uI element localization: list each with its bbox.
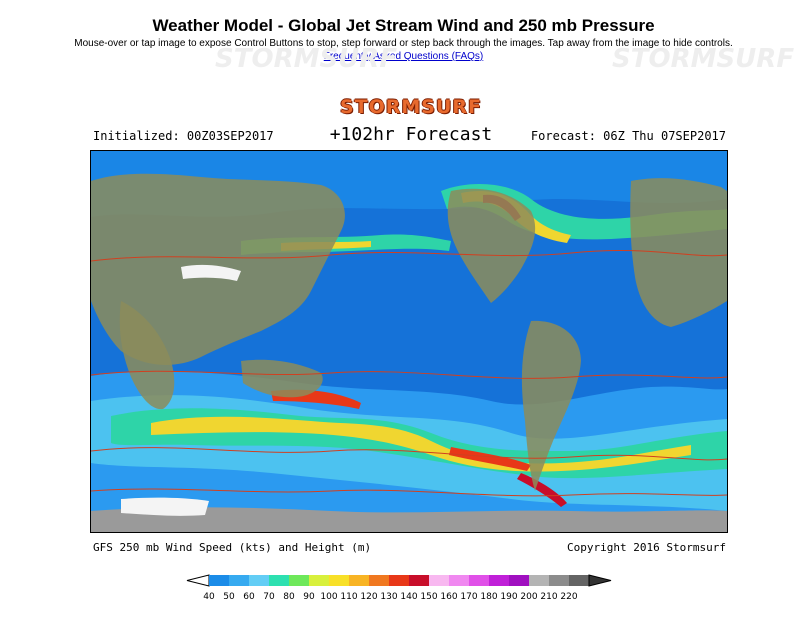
legend-label: 210 — [540, 592, 557, 602]
legend-swatch — [429, 575, 449, 586]
legend-label: 110 — [340, 592, 357, 602]
legend-label: 80 — [283, 592, 295, 602]
legend-swatch — [489, 575, 509, 586]
legend-label: 200 — [520, 592, 537, 602]
legend-arrow-high — [588, 574, 612, 587]
stormsurf-logo: STORMSURF — [339, 96, 483, 118]
legend-label: 130 — [380, 592, 397, 602]
forecast-valid-time: Forecast: 06Z Thu 07SEP2017 — [530, 129, 726, 143]
europe-africa-east-land — [630, 178, 727, 327]
legend-label: 60 — [243, 592, 255, 602]
legend-label: 100 — [320, 592, 337, 602]
legend-label: 90 — [303, 592, 315, 602]
africa-land — [119, 301, 175, 410]
sh-jet-core-3 — [517, 473, 567, 507]
legend-swatch — [529, 575, 549, 586]
legend-swatch — [389, 575, 409, 586]
antarctica-land — [91, 507, 727, 532]
legend-label: 140 — [400, 592, 417, 602]
legend-swatch — [329, 575, 349, 586]
legend-swatch — [509, 575, 529, 586]
asia-high-wind — [181, 264, 241, 281]
legend-swatch — [349, 575, 369, 586]
faq-link-container: Frequently Asked Questions (FAQs) — [0, 51, 807, 62]
legend-label: 160 — [440, 592, 457, 602]
watermark-right: STORMSURF — [612, 44, 795, 74]
copyright-text: Copyright 2016 Stormsurf — [567, 541, 726, 554]
antarctic-high-wind — [121, 497, 209, 516]
legend-swatch — [449, 575, 469, 586]
legend-swatch — [249, 575, 269, 586]
legend-swatch — [269, 575, 289, 586]
height-contour-4 — [91, 488, 727, 497]
legend-label: 120 — [360, 592, 377, 602]
sh-jet-core-2 — [449, 447, 531, 471]
legend-swatch — [289, 575, 309, 586]
legend-swatch — [409, 575, 429, 586]
faq-link[interactable]: Frequently Asked Questions (FAQs) — [323, 51, 484, 62]
legend-swatch — [369, 575, 389, 586]
legend-swatch — [549, 575, 569, 586]
legend-label: 180 — [480, 592, 497, 602]
legend-label: 150 — [420, 592, 437, 602]
legend-label: 50 — [223, 592, 235, 602]
instructions-text: Mouse-over or tap image to expose Contro… — [74, 38, 733, 49]
legend-swatch — [209, 575, 229, 586]
legend-label: 40 — [203, 592, 215, 602]
legend-arrow-low — [186, 574, 210, 587]
map-canvas — [91, 151, 727, 532]
legend-swatch — [469, 575, 489, 586]
legend-swatch — [569, 575, 589, 586]
sh-jet-yellow — [151, 416, 691, 472]
height-contour-2 — [91, 370, 727, 379]
legend-swatch — [229, 575, 249, 586]
south-america-land — [521, 320, 581, 491]
legend-label: 70 — [263, 592, 275, 602]
legend-colorbar: 40 50 60 70 80 90 100 110 120 130 140 150 160 170 180 1… — [186, 574, 612, 602]
page-title: Weather Model - Global Jet Stream Wind a… — [152, 16, 655, 35]
legend-label: 190 — [500, 592, 517, 602]
jet-stream-map[interactable] — [90, 150, 728, 533]
australia-land — [241, 359, 323, 398]
height-contour-1 — [91, 249, 727, 262]
legend-label: 220 — [560, 592, 577, 602]
initialized-label: Initialized: 00Z03SEP2017 — [93, 129, 274, 143]
legend-label: 170 — [460, 592, 477, 602]
north-america-land — [447, 188, 536, 303]
forecast-hour: +102hr Forecast — [329, 124, 493, 145]
watermark-left: STORMSURF — [215, 44, 398, 74]
wind-speed-legend: 40 50 60 70 80 90 100 110 120 130 140 150 160 170 180 1… — [185, 574, 635, 604]
legend-swatch — [309, 575, 329, 586]
map-caption: GFS 250 mb Wind Speed (kts) and Height (… — [93, 541, 372, 554]
height-contour-3 — [91, 447, 727, 461]
